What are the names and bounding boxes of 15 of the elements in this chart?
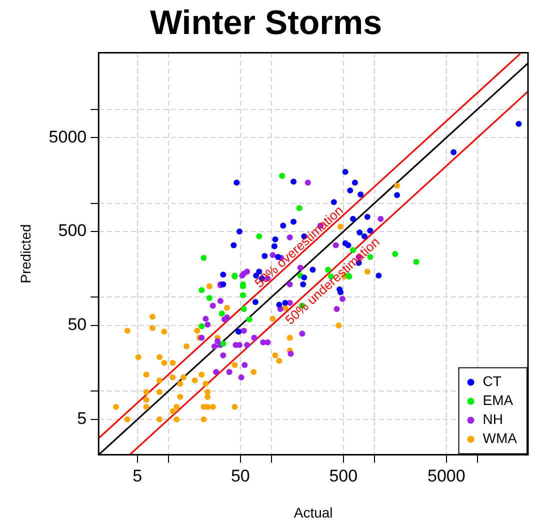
- chart-title: Winter Storms: [150, 4, 382, 42]
- legend-label: NH: [482, 411, 504, 428]
- y-tick-label: 5000: [48, 127, 87, 146]
- y-tick-label: 500: [58, 221, 87, 240]
- x-axis-title: Actual: [294, 504, 333, 520]
- x-tick-label: 5000: [427, 466, 466, 486]
- y-tick-label: 5: [77, 409, 87, 428]
- legend-label: EMA: [482, 392, 514, 408]
- legend-label: CT: [482, 373, 502, 390]
- y-axis-title: Predicted: [17, 224, 34, 284]
- x-tick-label: 50: [230, 466, 250, 486]
- x-tick-label: 5: [132, 466, 142, 486]
- y-tick-label: 50: [68, 315, 87, 334]
- x-tick-label: 500: [329, 466, 358, 486]
- legend-label: WMA: [482, 430, 518, 446]
